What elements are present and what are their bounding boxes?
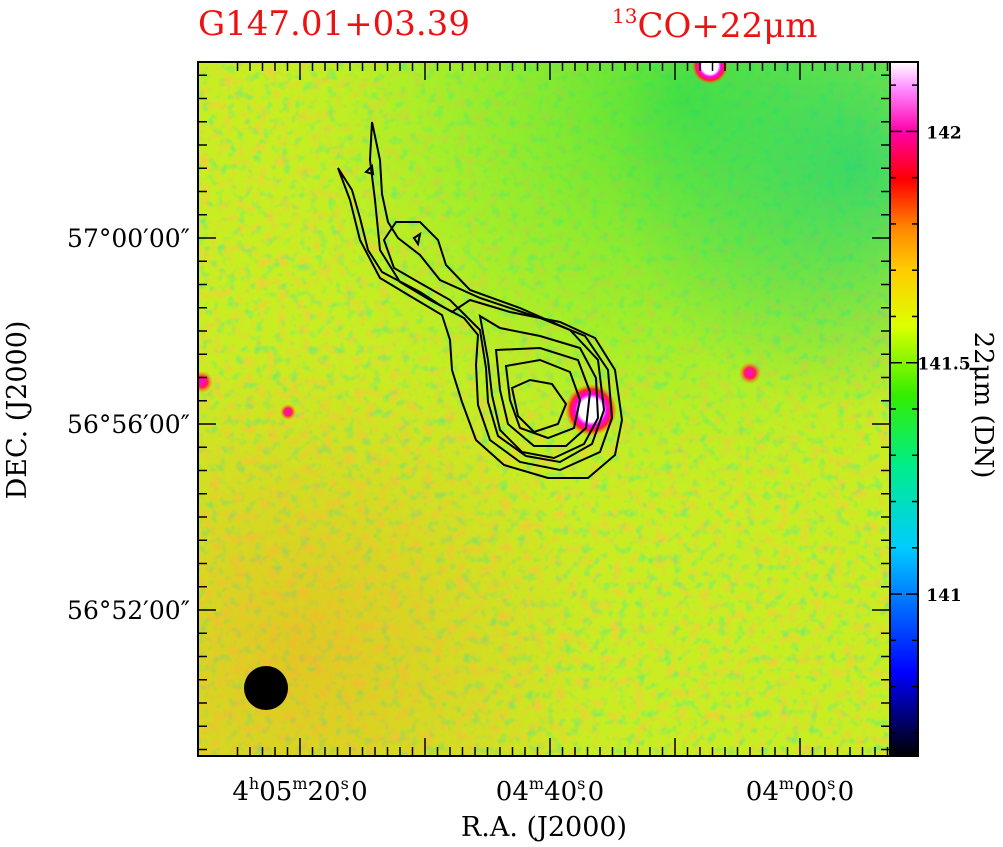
y-tick-label: 56°52′00″ [67,596,190,625]
colorbar-label: 22μm (DN) [968,332,998,479]
x-tick-label: 04m00s.0 [746,774,854,807]
bright-source-small [280,404,296,420]
colorbar-tick-labels: 141 141.5 142 [917,123,970,606]
beam-ellipse [244,666,288,710]
contour-level-4 [478,314,600,460]
contour-level-3 [382,221,606,464]
heatmap-image [198,62,890,756]
overlay-label-mu: μ [763,6,786,46]
contour-level-2 [368,121,614,472]
contour-islet-1 [364,163,375,176]
overlay-label-title: 13CO+22μm [612,4,817,46]
bright-source-left [198,371,213,393]
x-tick-label: 4h05m20s.0 [232,774,367,807]
contour-islet-2 [412,231,422,247]
x-tick-labels: 4h05m20s.0 04m40s.0 04m00s.0 [232,774,854,807]
source-name-title: G147.01+03.39 [198,4,470,44]
bright-source-top [692,62,728,84]
source-name-text: G147.01+03.39 [198,4,470,44]
y-tick-label: 56°56′00″ [67,410,190,439]
isotope-superscript: 13 [612,4,638,28]
frame-ticks [198,62,890,756]
contour-level-7 [510,378,568,434]
bright-source-east [739,362,761,384]
y-tick-labels: 57°00′00″ 56°56′00″ 56°52′00″ [67,224,190,625]
y-axis-label: DEC. (J2000) [2,321,33,500]
overlay-label-main: CO+22 [637,6,764,46]
x-axis-label: R.A. (J2000) [461,812,627,843]
contour-level-6 [504,358,582,440]
colorbar-tick-label: 141 [926,586,962,606]
contour-lines [337,121,624,479]
contour-level-5 [494,346,592,447]
x-tick-label: 04m40s.0 [496,774,604,807]
colorbar-ticks [890,84,918,734]
heatmap-sw-orange-region [198,62,890,756]
colorbar-tick-label: 142 [926,123,962,143]
overlay-label-tail: m [785,6,818,46]
colorbar-tick-label: 141.5 [917,355,970,375]
y-tick-label: 57°00′00″ [67,224,190,253]
